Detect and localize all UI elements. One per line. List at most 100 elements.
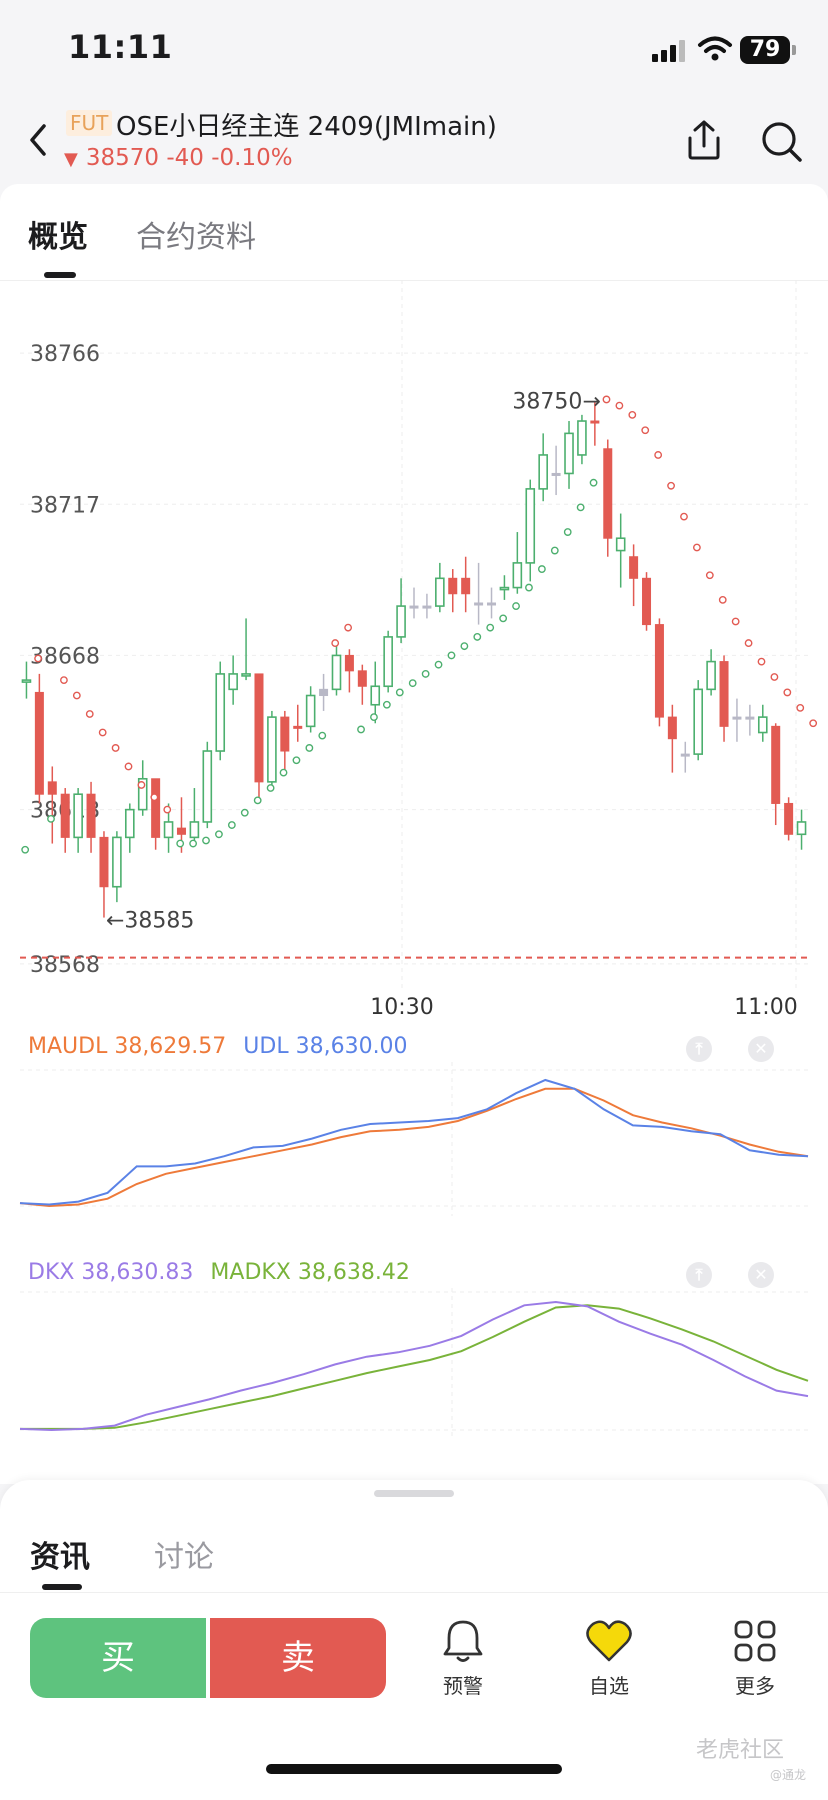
sar-dot (615, 401, 624, 410)
candle-body (21, 679, 32, 683)
back-icon[interactable] (24, 120, 54, 160)
sar-dot (628, 410, 637, 419)
candle-body (615, 537, 626, 552)
candle (551, 445, 561, 496)
sar-dot (279, 768, 288, 777)
home-indicator[interactable] (266, 1764, 562, 1774)
sheet-grabber[interactable] (374, 1490, 454, 1497)
more-button[interactable]: 更多 (710, 1618, 800, 1699)
dkx-line (19, 1300, 809, 1432)
candle (21, 661, 32, 699)
candle-body (202, 750, 213, 823)
sar-dot (641, 426, 650, 435)
close-icon-2[interactable]: ✕ (748, 1262, 774, 1288)
candle-body (461, 577, 471, 595)
alert-button[interactable]: 预警 (418, 1618, 508, 1699)
candle (538, 433, 548, 502)
watermark-user: @通龙 (770, 1768, 807, 1782)
sar-dot (705, 571, 714, 580)
candle (796, 809, 807, 850)
maudl-line (19, 1087, 809, 1208)
candle (73, 788, 83, 853)
maudl-value: MAUDL 38,629.57 (28, 1034, 227, 1059)
sar-dot (60, 676, 68, 684)
candle-body (73, 793, 83, 839)
close-icon[interactable]: ✕ (748, 1036, 774, 1062)
sar-dot (499, 614, 508, 623)
sar-dot (227, 821, 236, 829)
bell-icon (443, 1620, 483, 1662)
candle (422, 593, 432, 619)
tab-news[interactable]: 资讯 (30, 1540, 90, 1575)
watchlist-button[interactable]: 自选 (564, 1618, 654, 1699)
candle-body (60, 793, 70, 838)
candle-body (383, 636, 393, 688)
candle (34, 673, 44, 804)
sar-dot (654, 451, 663, 459)
dkx-value: DKX 38,630.83 (28, 1260, 194, 1285)
candle-body (564, 432, 574, 475)
sar-dot (331, 639, 340, 647)
candle-body (435, 577, 445, 607)
tab-overview[interactable]: 概览 (28, 220, 88, 255)
sell-button[interactable]: 卖 (210, 1618, 386, 1698)
candle (448, 569, 458, 613)
candle (564, 421, 574, 489)
indicator-legend-udl: MAUDL 38,629.57 UDL 38,630.00 (28, 1034, 408, 1059)
sar-dot (370, 713, 378, 722)
tab-discussion[interactable]: 讨论 (154, 1540, 214, 1575)
tab-contract-info[interactable]: 合约资料 (136, 220, 256, 255)
candle (409, 587, 419, 619)
candle (267, 710, 277, 792)
tab-bar (0, 184, 828, 281)
sar-dot (215, 830, 223, 839)
candle (331, 643, 342, 696)
candle-body (525, 488, 536, 564)
candle (525, 479, 536, 582)
candle (615, 513, 626, 588)
sar-dot (98, 728, 107, 737)
candle-body (654, 624, 664, 718)
sar-dot (718, 596, 727, 604)
sar-dots (21, 395, 818, 854)
udl-grid (20, 1062, 808, 1216)
candle-body (680, 753, 690, 757)
quote-text: 38570 -40 -0.10% (85, 145, 293, 171)
candle-body (189, 821, 200, 839)
candle (512, 532, 523, 594)
sar-dot (47, 814, 55, 823)
candle-body (163, 821, 174, 839)
candle (654, 618, 664, 727)
candle-body (667, 716, 677, 740)
candle (771, 723, 781, 826)
pin-top-icon[interactable]: ⤒ (686, 1036, 712, 1062)
pin-top-icon-2[interactable]: ⤒ (686, 1262, 712, 1288)
candle-body (228, 673, 238, 691)
watermark: 老虎社区 (696, 1738, 785, 1763)
candle (499, 575, 510, 600)
candle-body (112, 836, 122, 888)
candle-body (396, 605, 406, 638)
candle (603, 439, 613, 557)
candle (60, 788, 70, 853)
candle-body (422, 605, 432, 609)
candle (47, 766, 57, 844)
candle (396, 578, 406, 644)
wifi-icon (698, 36, 732, 61)
share-icon[interactable] (684, 118, 724, 162)
search-icon[interactable] (760, 120, 804, 164)
sar-dot (447, 651, 456, 660)
heart-icon (586, 1620, 632, 1662)
candle-body (137, 777, 148, 811)
candle (241, 618, 251, 681)
sar-dot (137, 781, 146, 789)
buy-button[interactable]: 买 (30, 1618, 206, 1698)
candle (732, 698, 742, 742)
sar-dot (240, 808, 249, 817)
candle-body (124, 808, 135, 839)
sar-dot (163, 805, 172, 814)
candle (280, 710, 290, 773)
candle-body (719, 661, 729, 727)
battery-tip (792, 45, 796, 55)
